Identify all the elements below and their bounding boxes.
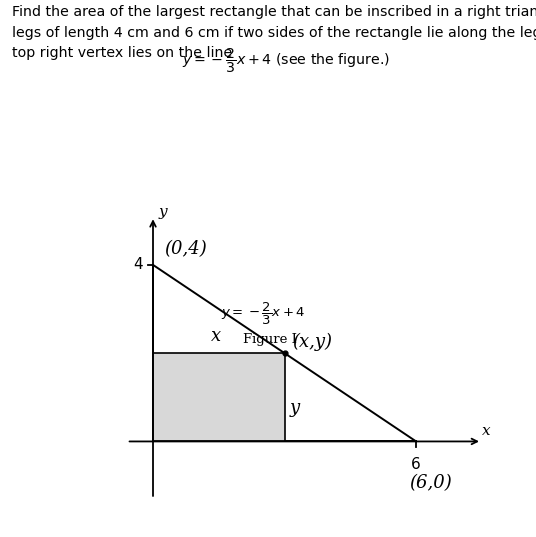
Text: (x,y): (x,y) (293, 333, 332, 351)
Text: x: x (482, 424, 490, 438)
Text: Figure I: Figure I (243, 333, 297, 346)
Text: y: y (158, 205, 167, 219)
Text: Find the area of the largest rectangle that can be inscribed in a right triangle: Find the area of the largest rectangle t… (12, 5, 536, 19)
Text: x: x (211, 327, 221, 345)
Text: 6: 6 (411, 457, 421, 472)
Text: y: y (290, 399, 300, 417)
Bar (153, 353, 285, 441)
Text: (6,0): (6,0) (410, 475, 452, 492)
Text: legs of length 4 cm and 6 cm if two sides of the rectangle lie along the legs an: legs of length 4 cm and 6 cm if two side… (12, 26, 536, 40)
Text: (0,4): (0,4) (164, 240, 207, 258)
Text: top right vertex lies on the line: top right vertex lies on the line (12, 46, 236, 60)
Text: 4: 4 (133, 257, 143, 272)
Text: $y = -\dfrac{2}{3}x + 4$ (see the figure.): $y = -\dfrac{2}{3}x + 4$ (see the figure… (182, 46, 390, 75)
Text: $y = -\dfrac{2}{3}x + 4$: $y = -\dfrac{2}{3}x + 4$ (221, 300, 306, 326)
